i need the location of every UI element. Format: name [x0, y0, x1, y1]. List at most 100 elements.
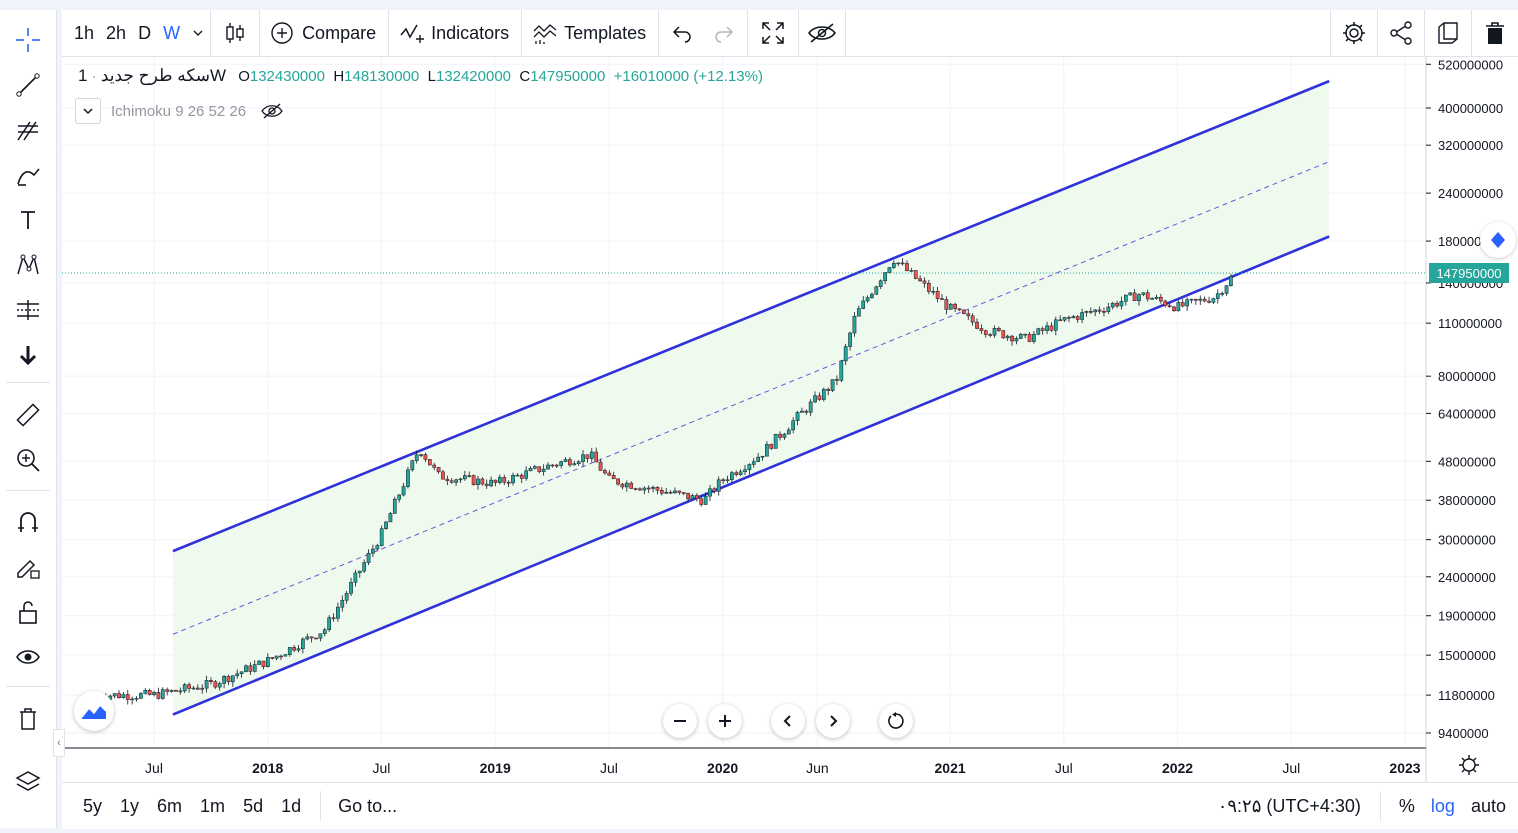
range-5y[interactable]: 5y — [83, 795, 103, 816]
candle-body — [152, 692, 156, 695]
scroll-right-icon[interactable] — [816, 704, 850, 738]
range-5d[interactable]: 5d — [243, 795, 264, 816]
candle-body — [414, 454, 419, 461]
indicator-name[interactable]: Ichimoku 9 26 52 26 — [111, 102, 247, 120]
price-chart[interactable]: 5200000004000000003200000002400000001800… — [62, 57, 1518, 782]
candle-body — [1023, 333, 1028, 336]
candle-body — [730, 472, 734, 480]
unlock-icon[interactable] — [0, 592, 56, 632]
lock-drawing-pencil-icon[interactable] — [0, 547, 56, 587]
interval-2h[interactable]: 2h — [106, 22, 127, 43]
candle-body — [362, 562, 367, 572]
hidden-eye-icon[interactable] — [260, 102, 284, 120]
candle-body — [1010, 335, 1014, 342]
settings-icon[interactable] — [1330, 10, 1377, 56]
candle-body — [445, 478, 450, 482]
chevron-down-icon[interactable] — [186, 10, 210, 56]
candle-body — [410, 460, 415, 471]
candle-body — [1110, 302, 1115, 308]
time-tick-label: Jun — [806, 760, 829, 776]
range-1d[interactable]: 1d — [281, 795, 302, 816]
object-tree-icon[interactable] — [0, 762, 56, 802]
time-axis-settings-icon[interactable] — [1459, 755, 1479, 775]
price-tick-label: 30000000 — [1438, 533, 1496, 548]
candle-body — [1018, 333, 1023, 339]
candle-body — [349, 582, 353, 594]
text-tool-icon[interactable] — [0, 200, 56, 240]
range-1y[interactable]: 1y — [120, 795, 140, 816]
side-panel-toggle-icon[interactable]: ‹ — [53, 729, 65, 757]
timezone-clock[interactable]: ۰۹:۲۵ (UTC+4:30) — [1217, 795, 1361, 816]
trash-icon[interactable] — [0, 698, 56, 738]
candle-body — [1040, 328, 1045, 331]
indicators-button[interactable]: Indicators — [389, 10, 521, 56]
undo-icon[interactable] — [659, 10, 703, 56]
range-6m[interactable]: 6m — [157, 795, 183, 816]
scroll-left-icon[interactable] — [771, 704, 805, 738]
symbol-interval: 1W — [78, 66, 227, 85]
candle-body — [756, 456, 760, 462]
candle-body — [800, 410, 804, 413]
candle-body — [1229, 276, 1233, 286]
crosshair-icon[interactable] — [0, 20, 56, 60]
redo-icon[interactable] — [703, 10, 747, 56]
candle-body — [633, 488, 638, 490]
compare-label: Compare — [302, 22, 377, 43]
candle-body — [664, 491, 669, 494]
fib-retracement-icon[interactable] — [0, 110, 56, 150]
symbol-name[interactable]: سکه طرح جدید — [100, 66, 210, 85]
zoom-in-button-icon[interactable] — [708, 704, 742, 738]
fullscreen-icon[interactable] — [748, 10, 798, 56]
time-tick-label: Jul — [1282, 760, 1300, 776]
candle-body — [274, 655, 279, 659]
hide-drawings-icon[interactable] — [799, 10, 845, 56]
candle-body — [983, 330, 988, 335]
candle-body — [786, 429, 791, 435]
collapse-chevron-icon[interactable] — [75, 98, 101, 124]
candle-body — [336, 606, 340, 619]
goto-button[interactable]: Go to... — [338, 795, 398, 816]
candle-body — [778, 433, 782, 438]
percent-scale-toggle[interactable]: % — [1398, 795, 1415, 816]
candle-body — [852, 315, 857, 334]
magnet-icon[interactable] — [0, 502, 56, 542]
prediction-icon[interactable] — [0, 290, 56, 330]
candle-body — [419, 454, 423, 456]
snapshot-icon[interactable] — [1424, 10, 1471, 56]
auto-scale-toggle[interactable]: auto — [1470, 795, 1506, 816]
candle-body — [506, 481, 511, 484]
price-tick-label: 24000000 — [1438, 570, 1496, 585]
high-value: 148130000 — [344, 68, 420, 85]
interval-1h[interactable]: 1h — [74, 22, 95, 43]
reset-chart-icon[interactable] — [879, 704, 913, 738]
zoom-in-icon[interactable] — [0, 440, 56, 480]
eye-icon[interactable] — [0, 637, 56, 677]
candle-body — [690, 495, 695, 500]
tradingview-logo-icon[interactable] — [74, 691, 114, 731]
pattern-icon[interactable] — [0, 245, 56, 285]
delete-icon[interactable] — [1471, 10, 1518, 56]
candle-body — [944, 299, 949, 310]
arrow-down-icon[interactable] — [0, 335, 56, 375]
candle-body — [743, 469, 747, 473]
brush-icon[interactable] — [0, 155, 56, 195]
log-scale-toggle[interactable]: log — [1430, 795, 1455, 816]
price-tick-label: 110000000 — [1438, 316, 1502, 331]
ruler-icon[interactable] — [0, 395, 56, 435]
share-icon[interactable] — [1377, 10, 1424, 56]
alert-flag-icon[interactable] — [1480, 222, 1516, 258]
candles-icon[interactable] — [211, 10, 259, 56]
candle-body — [305, 636, 310, 640]
templates-button[interactable]: Templates — [522, 10, 658, 56]
trend-line-icon[interactable] — [0, 65, 56, 105]
compare-button[interactable]: Compare — [260, 10, 388, 56]
low-label: L — [427, 68, 436, 85]
high-label: H — [333, 68, 345, 85]
interval-w[interactable]: W — [163, 22, 181, 43]
zoom-out-icon[interactable] — [663, 704, 697, 738]
interval-d[interactable]: D — [138, 22, 152, 43]
candle-body — [795, 412, 800, 421]
range-1m[interactable]: 1m — [200, 795, 226, 816]
candle-body — [261, 660, 266, 667]
candle-body — [436, 467, 441, 473]
